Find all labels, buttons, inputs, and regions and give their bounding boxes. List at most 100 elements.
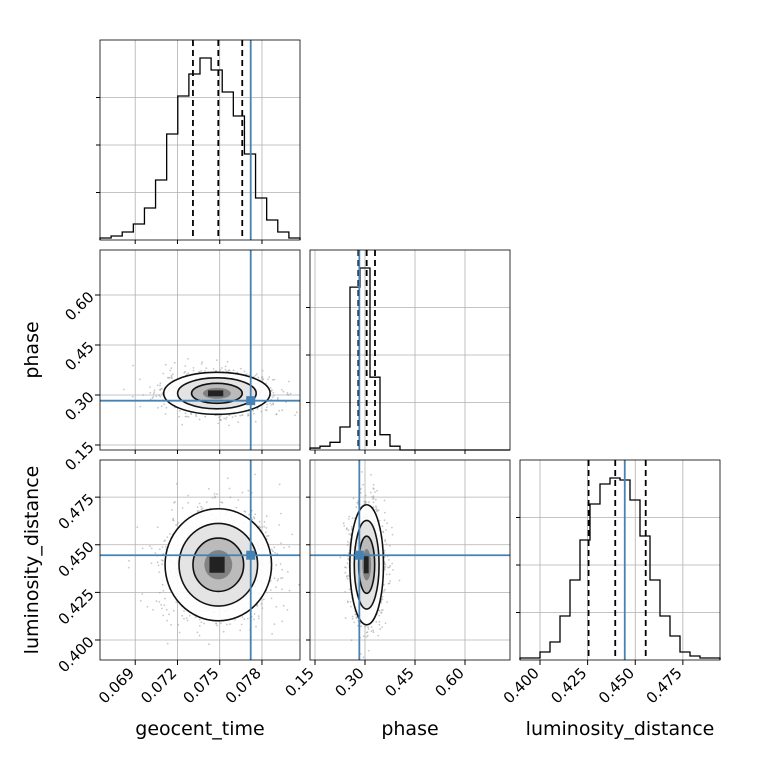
scatter-point [200, 508, 203, 511]
scatter-point [221, 367, 223, 369]
scatter-point [256, 373, 258, 375]
histogram-bar-luminosity_distance-13 [650, 580, 660, 660]
scatter-point [350, 525, 353, 528]
scatter-point [226, 477, 229, 480]
scatter-point [216, 359, 218, 361]
scatter-point [146, 605, 149, 608]
scatter-point [278, 483, 281, 486]
scatter-point [240, 623, 243, 626]
scatter-point [271, 389, 273, 391]
scatter-point [228, 424, 231, 427]
scatter-point [224, 365, 227, 368]
scatter-point [203, 622, 205, 625]
scatter-point [351, 615, 354, 618]
y-tick-label-luminosity_distance-0: 0.400 [55, 633, 98, 676]
scatter-point [364, 494, 367, 497]
scatter-point [269, 402, 272, 405]
scatter-point [362, 635, 365, 637]
scatter-point [198, 418, 201, 421]
scatter-point [158, 601, 161, 603]
scatter-point [183, 610, 185, 613]
scatter-point [275, 413, 278, 416]
scatter-point [392, 569, 394, 571]
scatter-point [269, 589, 272, 591]
scatter-point [347, 540, 349, 543]
scatter-point [166, 536, 169, 538]
scatter-point [198, 625, 201, 627]
histogram-bar-geocent_time-3 [133, 224, 144, 240]
scatter-point [365, 631, 368, 634]
histogram-bar-phase-7 [380, 435, 390, 450]
scatter-point [149, 545, 151, 548]
scatter-point [190, 412, 192, 415]
x-tick-label-luminosity_distance-1: 0.425 [547, 664, 590, 707]
scatter-point [345, 528, 348, 531]
scatter-point [346, 544, 349, 546]
scatter-point [200, 370, 203, 372]
scatter-point [353, 621, 356, 624]
scatter-point [237, 499, 240, 501]
scatter-point [347, 529, 350, 531]
scatter-point [226, 360, 229, 363]
scatter-point [160, 559, 163, 561]
scatter-point [253, 618, 255, 621]
scatter-point [228, 487, 231, 490]
scatter-point [376, 509, 379, 512]
scatter-point [166, 642, 169, 645]
scatter-point [161, 563, 164, 565]
scatter-point [139, 405, 142, 408]
scatter-point [149, 391, 152, 394]
scatter-point [195, 413, 197, 416]
scatter-point [164, 413, 167, 415]
panel-frame-2-2 [519, 459, 721, 661]
scatter-point [273, 378, 276, 381]
scatter-point [252, 412, 255, 415]
scatter-point [216, 624, 219, 627]
scatter-point [258, 617, 260, 620]
scatter-point [264, 531, 267, 534]
scatter-point [348, 588, 351, 591]
scatter-point [239, 414, 242, 417]
scatter-point [241, 414, 244, 416]
scatter-point [175, 663, 177, 665]
scatter-point [265, 515, 268, 518]
scatter-point [372, 484, 375, 486]
scatter-point [286, 393, 289, 396]
scatter-point [384, 563, 387, 566]
scatter-point [344, 591, 347, 593]
scatter-point [160, 405, 163, 408]
scatter-point [223, 417, 226, 420]
scatter-point [261, 526, 264, 528]
histogram-bar-geocent_time-6 [167, 134, 178, 240]
scatter-point [159, 384, 161, 387]
x-tick-label-geocent_time-3: 0.078 [222, 664, 265, 707]
scatter-point [184, 365, 187, 367]
scatter-point [246, 617, 249, 620]
scatter-point [277, 397, 279, 399]
scatter-point [196, 631, 199, 634]
scatter-point [169, 533, 171, 535]
scatter-point [266, 403, 268, 406]
scatter-point [350, 639, 353, 642]
scatter-point [268, 376, 271, 378]
scatter-point [364, 502, 367, 505]
scatter-point [281, 577, 284, 579]
scatter-point [184, 370, 187, 373]
scatter-point [377, 634, 380, 637]
scatter-point [156, 526, 159, 529]
scatter-point [215, 370, 218, 372]
x-tick-label-phase-2: 0.45 [381, 664, 417, 700]
scatter-point [364, 500, 367, 503]
scatter-point [351, 617, 354, 620]
scatter-point [388, 544, 391, 547]
scatter-point [187, 494, 190, 497]
scatter-point [380, 612, 383, 614]
scatter-point [270, 404, 273, 406]
scatter-point [375, 621, 378, 623]
y-tick-label-phase-0: 0.15 [61, 438, 97, 474]
scatter-point [347, 518, 350, 520]
scatter-point [386, 522, 388, 525]
scatter-point [127, 566, 130, 569]
scatter-point [263, 521, 266, 523]
scatter-point [344, 571, 347, 574]
